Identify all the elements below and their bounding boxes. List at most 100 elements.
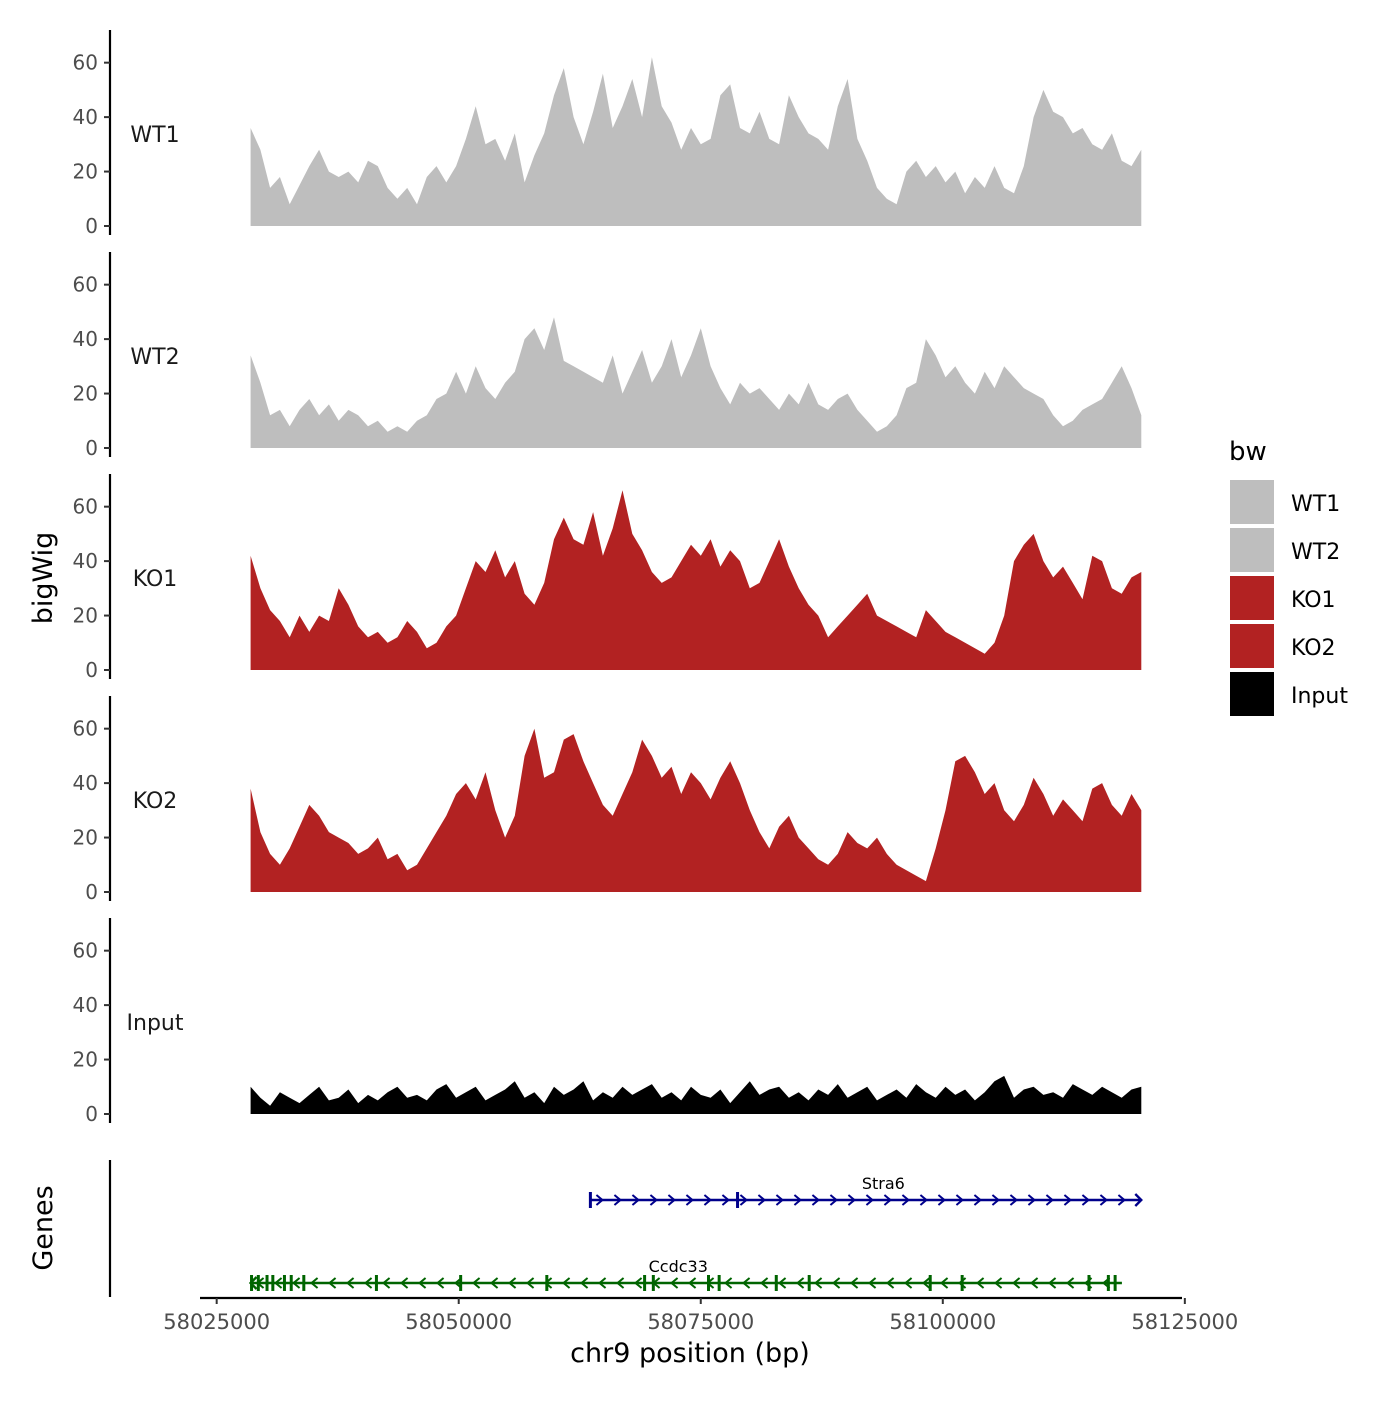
exon-mark	[736, 1192, 740, 1208]
legend-swatch-ko2	[1230, 624, 1274, 668]
y-tick-label: 60	[73, 939, 98, 963]
x-tick-label: 58025000	[163, 1310, 270, 1334]
strand-chevron	[310, 1277, 319, 1289]
strand-chevron	[883, 1194, 892, 1206]
exon-mark	[643, 1275, 647, 1291]
y-tick-label: 40	[73, 771, 98, 795]
strand-chevron	[598, 1277, 607, 1289]
exon-mark	[1106, 1275, 1110, 1291]
exon-mark	[717, 1275, 721, 1291]
strand-chevron	[616, 1277, 625, 1289]
y-axis-title: bigWig	[28, 532, 59, 625]
strand-chevron	[937, 1194, 946, 1206]
strand-chevron	[742, 1277, 751, 1289]
strand-chevron	[901, 1194, 910, 1206]
strand-chevron	[688, 1277, 697, 1289]
y-tick-label: 0	[85, 658, 98, 682]
strand-chevron	[793, 1194, 802, 1206]
track-label: Input	[127, 1011, 184, 1036]
strand-chevron	[490, 1277, 499, 1289]
strand-chevron	[703, 1194, 712, 1206]
strand-chevron	[922, 1277, 931, 1289]
strand-chevron	[847, 1194, 856, 1206]
strand-chevron	[1081, 1194, 1090, 1206]
legend-label: WT2	[1291, 540, 1340, 565]
y-tick-label: 20	[73, 604, 98, 628]
gene-ccdc33: Ccdc33	[248, 1257, 1122, 1291]
y-tick-label: 40	[73, 105, 98, 129]
strand-chevron	[1048, 1277, 1057, 1289]
exon-mark	[302, 1275, 306, 1291]
strand-chevron	[757, 1194, 766, 1206]
strand-chevron	[1012, 1277, 1021, 1289]
signal-area-wt2	[250, 317, 1142, 448]
exon-mark	[271, 1275, 275, 1291]
legend-title: bw	[1229, 437, 1267, 467]
strand-chevron	[634, 1277, 643, 1289]
strand-chevron	[595, 1194, 604, 1206]
strand-chevron	[991, 1194, 1000, 1206]
signal-area-ko2	[250, 728, 1142, 892]
strand-chevron	[1099, 1194, 1108, 1206]
strand-chevron	[1009, 1194, 1018, 1206]
legend-label: KO2	[1291, 636, 1336, 661]
strand-chevron	[685, 1194, 694, 1206]
strand-chevron	[865, 1194, 874, 1206]
x-axis: 58025000 58050000 58075000 58100000 58125000	[163, 1296, 1238, 1334]
strand-chevron	[667, 1194, 676, 1206]
x-tick-label: 58100000	[889, 1310, 996, 1334]
track-panel-ko2: 0 20 40 60 KO2	[73, 696, 1142, 904]
y-tick-label: 20	[73, 1048, 98, 1072]
y-tick-label: 20	[73, 826, 98, 850]
exon-mark	[774, 1275, 778, 1291]
exon-mark	[1087, 1275, 1091, 1291]
strand-chevron	[796, 1277, 805, 1289]
strand-chevron	[292, 1277, 301, 1289]
signal-area-wt1	[250, 57, 1142, 227]
exon-mark	[459, 1275, 463, 1291]
legend: bw WT1 WT2 KO1 KO2 Input	[1229, 437, 1348, 716]
signal-area-input	[250, 1075, 1142, 1114]
exon-mark	[545, 1275, 549, 1291]
track-label: WT1	[130, 123, 179, 148]
strand-chevron	[850, 1277, 859, 1289]
exon-mark	[707, 1275, 711, 1291]
track-panel-ko1: 0 20 40 60 KO1	[73, 474, 1142, 682]
legend-swatch-wt1	[1230, 480, 1274, 524]
exon-mark	[374, 1275, 378, 1291]
strand-chevron	[1030, 1277, 1039, 1289]
strand-chevron	[418, 1277, 427, 1289]
y-tick-label: 40	[73, 327, 98, 351]
exon-mark	[265, 1275, 269, 1291]
strand-chevron	[976, 1277, 985, 1289]
strand-chevron	[919, 1194, 928, 1206]
y-tick-label: 40	[73, 549, 98, 573]
strand-chevron	[760, 1277, 769, 1289]
exon-mark	[651, 1275, 655, 1291]
y-tick-label: 60	[73, 273, 98, 297]
strand-chevron	[436, 1277, 445, 1289]
strand-chevron	[1045, 1194, 1054, 1206]
y-tick-label: 60	[73, 717, 98, 741]
strand-chevron	[631, 1194, 640, 1206]
x-tick-label: 58050000	[405, 1310, 512, 1334]
strand-chevron	[400, 1277, 409, 1289]
strand-chevron	[724, 1277, 733, 1289]
track-panel-wt2: 0 20 40 60 WT2	[73, 252, 1142, 460]
signal-area-ko1	[250, 490, 1142, 670]
exon-mark	[1113, 1275, 1117, 1291]
gene-label: Stra6	[862, 1174, 905, 1193]
strand-chevron	[346, 1277, 355, 1289]
y-tick-label: 40	[73, 993, 98, 1017]
strand-chevron	[955, 1194, 964, 1206]
strand-chevron	[814, 1277, 823, 1289]
y-tick-label: 0	[85, 214, 98, 238]
strand-chevron	[829, 1194, 838, 1206]
strand-chevron	[1027, 1194, 1036, 1206]
y-tick-label: 20	[73, 160, 98, 184]
y-tick-label: 0	[85, 436, 98, 460]
strand-chevron	[649, 1194, 658, 1206]
x-axis-title: chr9 position (bp)	[570, 1338, 810, 1369]
strand-chevron	[670, 1277, 679, 1289]
